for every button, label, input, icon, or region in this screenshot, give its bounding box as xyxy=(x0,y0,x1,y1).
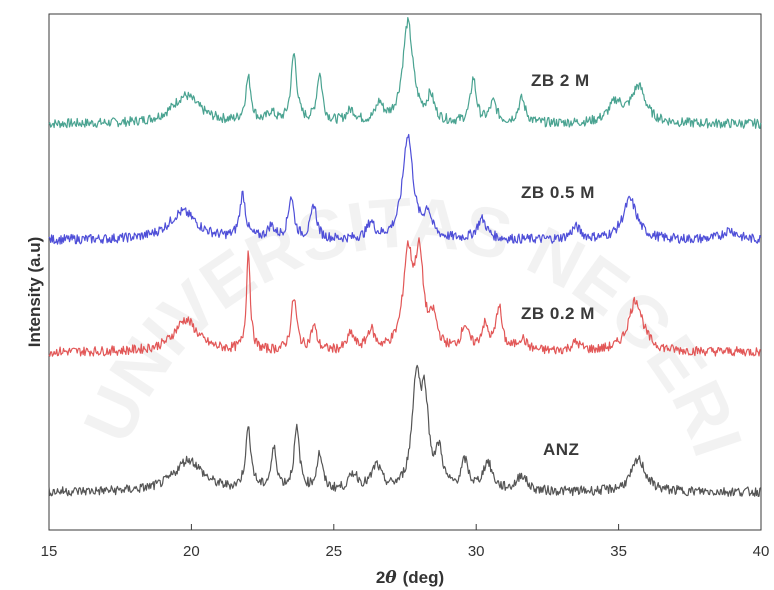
series-line-zb-0-5-m xyxy=(48,133,762,245)
series-label-zb-0-2m: ZB 0.2 M xyxy=(521,304,595,323)
series-line-zb-0-2-m xyxy=(48,237,761,357)
series-line-anz xyxy=(48,364,762,497)
watermark: UNIVERSITAS NEGERI xyxy=(68,183,757,465)
watermark-text: UNIVERSITAS NEGERI xyxy=(68,183,757,465)
x-tick-label: 25 xyxy=(325,543,342,560)
series-label-zb-0-5m: ZB 0.5 M xyxy=(521,183,595,202)
x-axis-title-unit: (deg) xyxy=(403,568,445,587)
x-axis-title: 2θ (deg) xyxy=(376,568,444,588)
series-label-anz: ANZ xyxy=(543,440,579,459)
series-traces xyxy=(48,17,762,497)
plot-frame xyxy=(48,13,762,531)
x-tick-label: 40 xyxy=(753,543,770,560)
x-axis-title-theta: θ xyxy=(385,568,397,588)
y-axis-title: Intensity (a.u) xyxy=(25,237,44,348)
x-axis-title-main: 2 xyxy=(376,568,385,587)
x-tick-label: 30 xyxy=(468,543,485,560)
x-axis-ticks: 15 20 25 30 35 40 xyxy=(41,524,770,560)
series-line-zb-2-m xyxy=(48,17,762,129)
x-tick-label: 15 xyxy=(41,543,58,560)
x-tick-label: 20 xyxy=(183,543,200,560)
x-tick-label: 35 xyxy=(610,543,627,560)
series-label-zb-2m: ZB 2 M xyxy=(531,71,590,90)
